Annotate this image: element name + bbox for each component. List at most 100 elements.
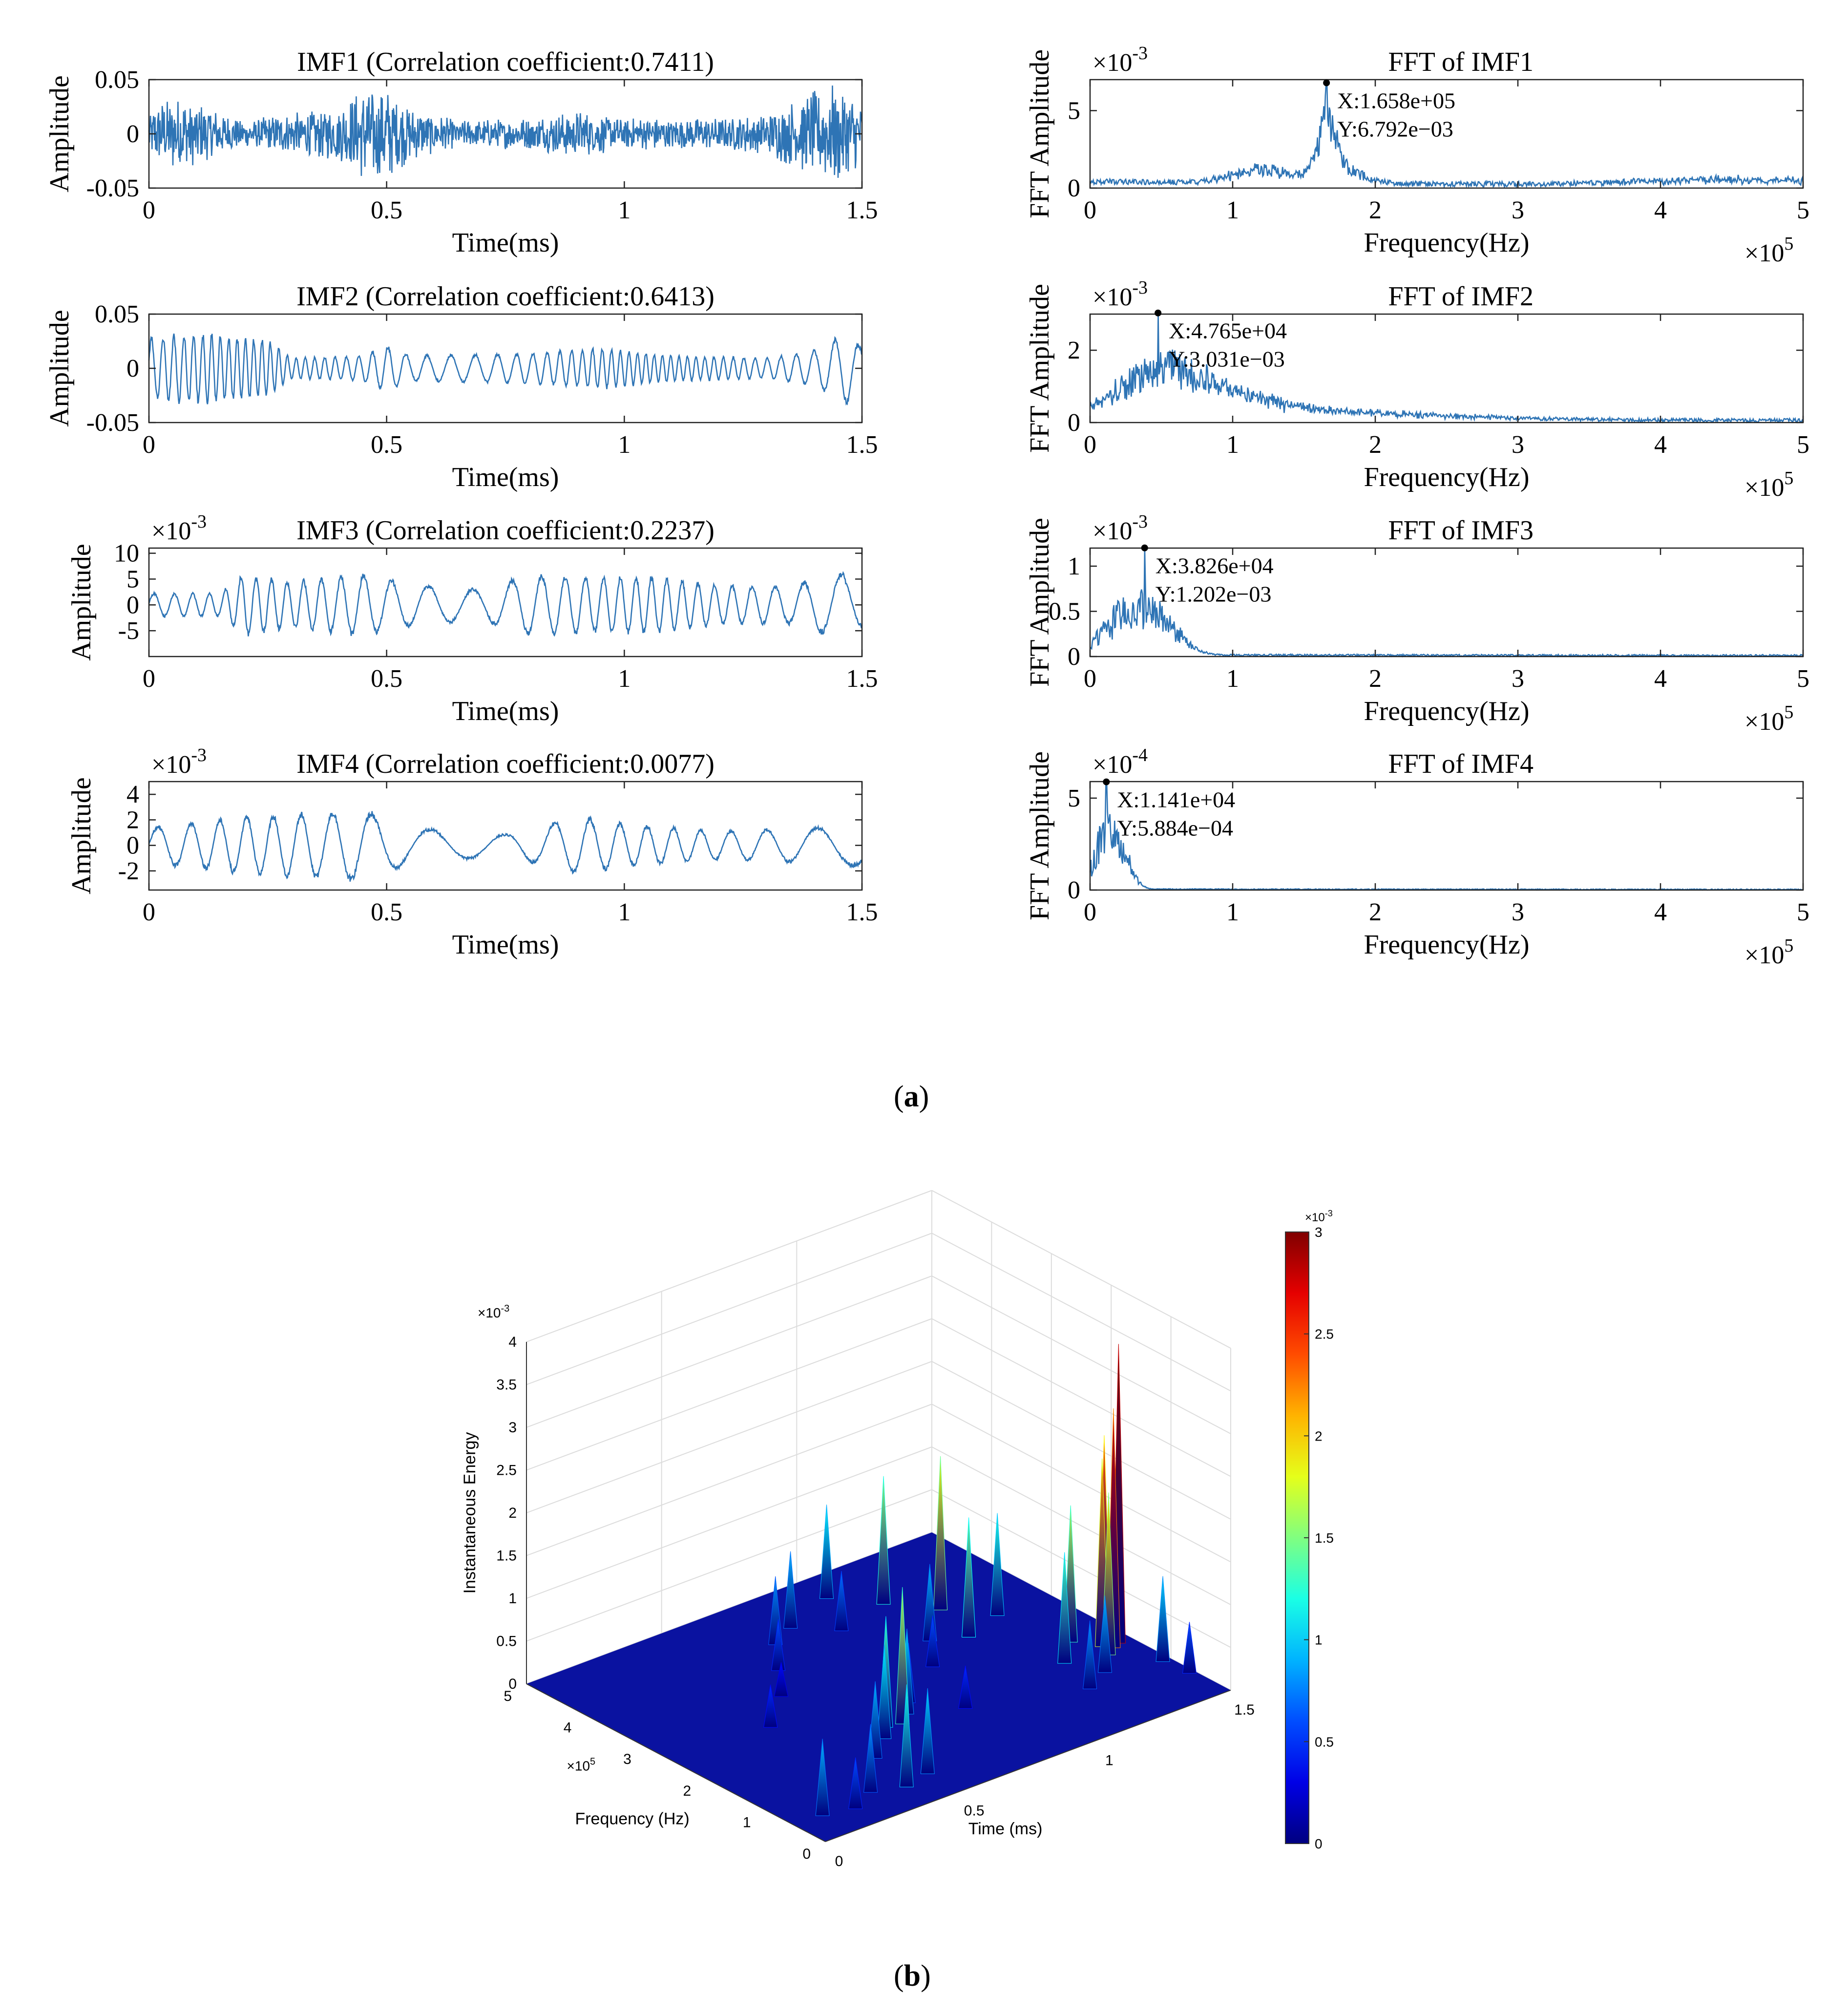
hht3d-freq-tick-label: 4 <box>564 1720 572 1736</box>
fft3-ytick-label: 1 <box>1068 552 1080 580</box>
imf4-axes-box <box>148 781 863 891</box>
imf4-title: IMF4 (Correlation coefficient:0.0077) <box>296 749 714 779</box>
hht3d-energy-spike <box>783 1551 798 1629</box>
fft3-xtick-label: 5 <box>1797 665 1809 693</box>
fft2-xlabel: Frequency(Hz) <box>1364 462 1530 492</box>
hht3d-energy-spike <box>819 1505 834 1599</box>
imf1-xtick-label: 0.5 <box>371 196 402 224</box>
hht3d-energy-spike <box>895 1587 910 1724</box>
fft2-ytick-label: 0 <box>1068 409 1080 437</box>
fft4-xlabel: Frequency(Hz) <box>1364 930 1530 960</box>
fft2-peak-label-x: X:4.765e+04 <box>1169 318 1287 343</box>
hht3d-z-tick-label: 1 <box>508 1591 517 1607</box>
hht3d-grid-line <box>931 1489 1231 1648</box>
hht3d-freq-tick-label: 0 <box>802 1846 811 1862</box>
fft1-xtick-label: 0 <box>1084 196 1096 224</box>
fft3-xtick-label: 4 <box>1654 665 1667 693</box>
hht3d-z-tick-label: 2.5 <box>496 1463 517 1479</box>
imf1-xtick-label: 1 <box>618 196 630 224</box>
imf4-ytick-label: 2 <box>126 806 139 834</box>
fft2-xtick-label: 4 <box>1654 431 1667 459</box>
hht3d-grid-line <box>526 1403 932 1556</box>
fft3-xtick-label: 3 <box>1512 665 1524 693</box>
imf1-title: IMF1 (Correlation coefficient:0.7411) <box>297 47 714 77</box>
fft2-x-exponent: ×105 <box>1744 468 1793 502</box>
imf3-ytick-label: 10 <box>114 540 139 568</box>
hht3d-energy-spike <box>1057 1552 1072 1664</box>
hht3d-grid-line <box>931 1446 1231 1605</box>
fft4-peak-label-x: X:1.141e+04 <box>1117 787 1235 812</box>
hht3d-z-tick-label: 3 <box>508 1420 517 1436</box>
hht3d-energy-spike <box>1156 1576 1170 1662</box>
imf4-ylabel: Amplitude <box>66 777 97 894</box>
imf3-ytick-label: 0 <box>126 591 139 619</box>
fft1-xtick-label: 1 <box>1226 196 1239 224</box>
fft2-ylabel: FFT Amplitude <box>1025 284 1055 453</box>
hht3d-freq-exponent: ×105 <box>567 1757 596 1774</box>
fft4-xtick-label: 1 <box>1226 898 1239 926</box>
fft3-peak-label-y: Y:1.202e−03 <box>1156 582 1272 607</box>
fft3-chart: 0 1 2 3 4 5 0 0.5 1 FFT of IMF3 Frequency(Hz) FFT A… <box>1025 511 1809 736</box>
imf3-series-line <box>148 571 863 637</box>
fft2-title: FFT of IMF2 <box>1388 281 1534 312</box>
hht3d-energy-spike <box>876 1476 891 1605</box>
imf3-y-exponent: ×10-3 <box>151 511 207 545</box>
hht3d-energy-spike <box>920 1688 935 1774</box>
hht3d-time-tick-label: 1.5 <box>1234 1702 1255 1718</box>
hht3d-z-tick-label: 4 <box>508 1334 517 1350</box>
hht3d-colorbar-tick-label: 0.5 <box>1315 1734 1334 1749</box>
hht3d-z-tick-label: 0 <box>508 1676 517 1692</box>
imf2-ytick-label: 0.05 <box>95 300 139 328</box>
imf3-ytick-label: -5 <box>118 617 139 645</box>
imf1-xtick-label: 0 <box>143 196 155 224</box>
hht3d-grid-line <box>526 1446 932 1599</box>
hht3d-grid-line <box>526 1232 932 1385</box>
fft3-ytick-label: 0 <box>1068 643 1080 671</box>
hht3d-grid-line <box>931 1190 1231 1349</box>
fft2-peak-label-y: Y:3.031e−03 <box>1169 347 1285 372</box>
imf1-series-line <box>148 85 863 178</box>
fft1-xtick-label: 4 <box>1654 196 1667 224</box>
imf3-ylabel: Amplitude <box>66 544 97 661</box>
fft3-peak-label-x: X:3.826e+04 <box>1156 553 1274 578</box>
imf3-title: IMF3 (Correlation coefficient:0.2237) <box>296 515 714 546</box>
hht3d-time-tick-label: 0.5 <box>964 1803 985 1819</box>
imf4-xtick-label: 1 <box>618 898 630 926</box>
hht3d-freq-tick-label: 5 <box>504 1688 512 1704</box>
imf3-xtick-label: 0 <box>143 665 155 693</box>
imf2-xtick-label: 1.5 <box>846 431 878 459</box>
hht3d-energy-spike <box>774 1662 789 1697</box>
imf4-xtick-label: 0.5 <box>371 898 402 926</box>
hht3d-time-label: Time (ms) <box>968 1820 1043 1838</box>
fft4-ylabel: FFT Amplitude <box>1025 751 1055 920</box>
imf3-xlabel: Time(ms) <box>452 696 559 726</box>
hht3d-energy-spike <box>771 1619 786 1671</box>
fft2-xtick-label: 1 <box>1226 431 1239 459</box>
imf4-xtick-label: 1.5 <box>846 898 878 926</box>
imf4-ytick-label: 0 <box>126 832 139 860</box>
hht3d-grid-line <box>526 1361 932 1513</box>
hht3d-energy-spike <box>958 1665 973 1709</box>
hht3d-energy-spike <box>962 1517 976 1637</box>
imf2-title: IMF2 (Correlation coefficient:0.6413) <box>296 281 714 312</box>
imf4-y-exponent: ×10-3 <box>151 745 207 779</box>
caption-b: (b) <box>894 1959 931 1993</box>
fft4-peak-label-y: Y:5.884e−04 <box>1117 816 1233 841</box>
imf4-ytick-label: -2 <box>118 857 139 885</box>
fft1-ylabel: FFT Amplitude <box>1025 49 1055 218</box>
imf2-series-line <box>148 333 862 406</box>
imf4-series-line <box>148 811 863 882</box>
hht3d-z-tick-label: 1.5 <box>496 1548 517 1564</box>
hht3d-grid-line <box>931 1275 1231 1434</box>
fft3-series-line <box>1089 548 1804 658</box>
hht3d-grid-line <box>526 1318 932 1471</box>
hht3d-energy-spike <box>763 1684 778 1728</box>
fft1-xtick-label: 5 <box>1797 196 1809 224</box>
imf2-ytick-label: 0 <box>126 355 139 382</box>
hht3d-energy-spike <box>990 1513 1005 1616</box>
